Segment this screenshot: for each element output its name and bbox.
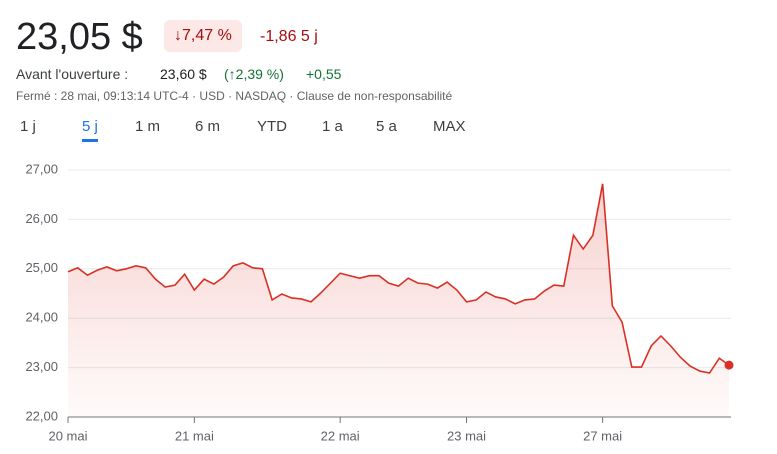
premarket-pct: (↑2,39 %) (224, 66, 284, 82)
change-value: -1,86 (260, 28, 297, 45)
range-tab[interactable]: 6 m (195, 118, 221, 135)
x-tick-label: 21 mai (175, 428, 214, 443)
premarket-price: 23,60 $ (160, 66, 207, 82)
y-tick-label: 24,00 (25, 310, 58, 325)
premarket-abs: +0,55 (306, 66, 342, 82)
y-tick-label: 26,00 (25, 211, 58, 226)
price: 23,05 $ (16, 16, 143, 58)
range-tab[interactable]: 1 a (322, 118, 343, 135)
change-period: 5 j (300, 28, 318, 45)
x-tick-label: 20 mai (48, 428, 87, 443)
y-tick-label: 23,00 (25, 359, 58, 374)
area-fill (68, 183, 729, 417)
range-tab[interactable]: MAX (433, 118, 466, 135)
range-tab[interactable]: 1 m (135, 118, 161, 135)
premarket-label: Avant l'ouverture : (16, 66, 129, 82)
range-tab[interactable]: YTD (257, 118, 287, 135)
chart: 22,00 23,00 24,00 25,00 26,00 27,00 20 mai 21 m… (25, 161, 734, 443)
y-tick-label: 22,00 (25, 408, 58, 423)
x-tick-label: 23 mai (447, 428, 486, 443)
range-tab[interactable]: 5 a (376, 118, 397, 135)
price-line (67, 183, 730, 374)
range-tab[interactable]: 5 j (82, 118, 98, 142)
y-tick-label: 25,00 (25, 260, 58, 275)
info-line: Fermé : 28 mai, 09:13:14 UTC-4 · USD · N… (16, 89, 453, 103)
change-abs: -1,86 5 j (260, 28, 318, 46)
x-tick-label: 27 mai (583, 428, 622, 443)
x-tick-label: 22 mai (321, 428, 360, 443)
last-point (724, 360, 734, 370)
y-tick-label: 27,00 (25, 161, 58, 176)
change-badge: ↓7,47 % (164, 20, 242, 52)
range-tab[interactable]: 1 j (20, 118, 36, 135)
